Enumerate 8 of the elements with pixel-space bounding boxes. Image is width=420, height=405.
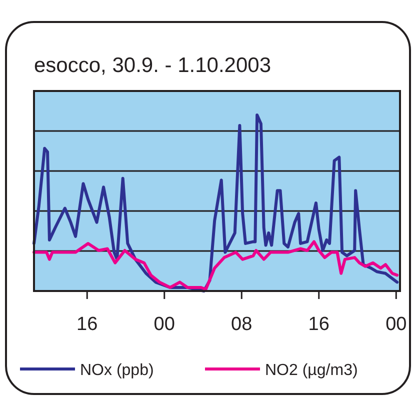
x-tick-label: 16 bbox=[76, 314, 98, 335]
legend-label: NO2 (µg/m3) bbox=[265, 362, 358, 379]
chart-title: esocco, 30.9. - 1.10.2003 bbox=[34, 54, 271, 77]
x-tick-label: 00 bbox=[154, 314, 175, 335]
x-tick-label: 08 bbox=[231, 314, 252, 335]
x-tick-label: 00 bbox=[386, 314, 407, 335]
legend-label: NOx (ppb) bbox=[80, 362, 154, 379]
x-tick-label: 16 bbox=[308, 314, 330, 335]
